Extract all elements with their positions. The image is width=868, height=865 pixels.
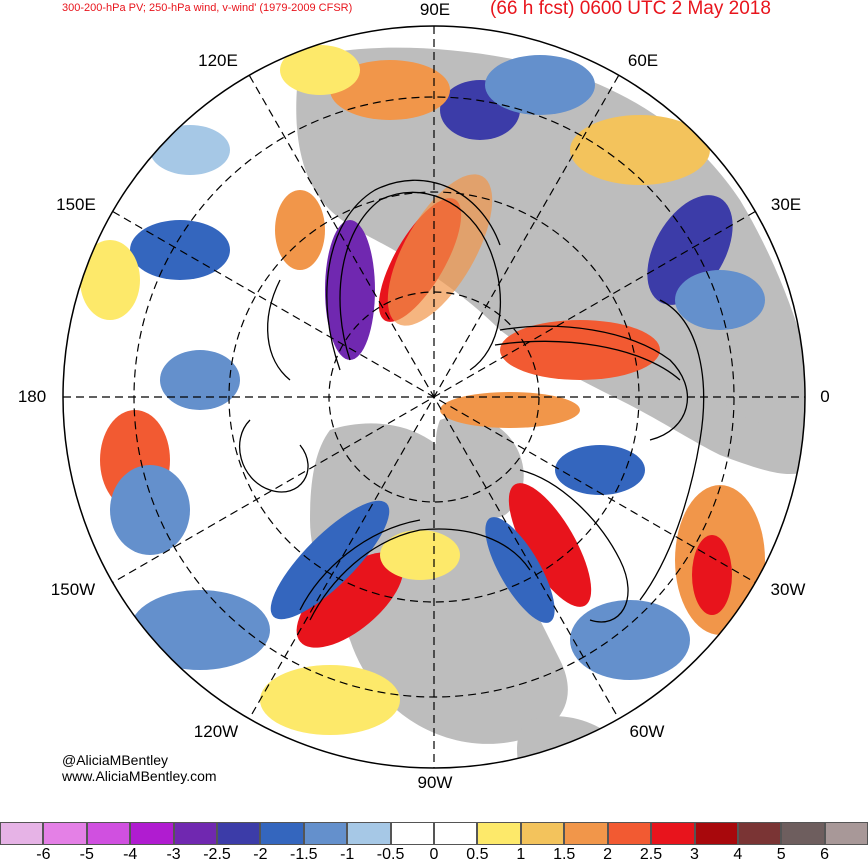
lon-label-120e: 120E (198, 51, 238, 70)
colorbar (0, 822, 868, 845)
colorbar-tick-label: -0.5 (376, 846, 405, 863)
colorbar-tick-label: -6 (36, 846, 51, 863)
colorbar-swatch (607, 822, 652, 845)
lon-label-30e: 30E (770, 195, 802, 214)
map-field (63, 26, 805, 768)
colorbar-swatch (694, 822, 738, 845)
lon-label-90e: 90E (419, 0, 451, 19)
colorbar-tick-label: -4 (123, 846, 138, 863)
colorbar-swatch (824, 822, 868, 845)
colorbar-tick-label: 0.5 (466, 846, 489, 863)
colorbar-tick-label: 4 (733, 846, 743, 863)
map-boundary (62, 25, 806, 769)
colorbar-ticks: -6 -5 -4 -3 -2.5 -2 -1.5 -1 -0.5 0 0.5 1 1.5 2 2.5 3 4 5 6 (0, 846, 868, 865)
colorbar-swatch (434, 822, 478, 845)
colorbar-swatch (347, 822, 391, 845)
wind-contours (238, 179, 705, 623)
lon-label-30w: 30W (770, 580, 806, 599)
colorbar-swatch (520, 822, 565, 845)
colorbar-tick-label: -5 (79, 846, 94, 863)
graticule (63, 26, 805, 768)
colorbar-swatch (781, 822, 825, 845)
colorbar-tick-label: -1.5 (290, 846, 318, 863)
colorbar-swatch (43, 822, 87, 845)
colorbar-tick-label: -3 (166, 846, 181, 863)
colorbar-swatch (737, 822, 782, 845)
lon-label-60w: 60W (629, 722, 665, 741)
colorbar-tick-label: 2 (603, 846, 613, 863)
colorbar-swatch (173, 822, 218, 845)
colorbar-tick-label: -1 (340, 846, 355, 863)
lon-label-180: 180 (17, 387, 47, 406)
title-right: (66 h fcst) 0600 UTC 2 May 2018 (490, 0, 771, 19)
colorbar-tick-label: -2 (253, 846, 268, 863)
title-left: 300-200-hPa PV; 250-hPa wind, v-wind' (1… (62, 2, 353, 14)
colorbar-swatch (86, 822, 131, 845)
colorbar-tick-label: 1.5 (553, 846, 576, 863)
colorbar-swatch (651, 822, 695, 845)
lon-label-150e: 150E (56, 195, 96, 214)
lon-label-60e: 60E (627, 51, 659, 70)
anomaly-shading (80, 45, 765, 735)
credit-website: www.AliciaMBentley.com (62, 768, 217, 784)
colorbar-swatch (564, 822, 608, 845)
colorbar-tick-label: 2.5 (639, 846, 663, 863)
colorbar-tick-label: 0 (429, 846, 439, 863)
colorbar-swatch (477, 822, 521, 845)
colorbar-swatch (217, 822, 261, 845)
colorbar-tick-label: 5 (776, 846, 786, 863)
lon-label-90w: 90W (417, 773, 453, 792)
colorbar-swatch (260, 822, 304, 845)
colorbar-tick-label: 1 (516, 846, 526, 863)
lon-label-120w: 120W (193, 722, 239, 741)
credit-handle: @AliciaMBentley (62, 752, 169, 768)
lon-label-0: 0 (820, 387, 830, 406)
colorbar-swatch (303, 822, 348, 845)
colorbar-tick-label: 6 (820, 846, 830, 863)
lon-label-150w: 150W (50, 580, 96, 599)
colorbar-swatch (390, 822, 435, 845)
colorbar-swatch (130, 822, 174, 845)
colorbar-tick-label: 3 (689, 846, 699, 863)
colorbar-tick-label: -2.5 (203, 846, 231, 863)
colorbar-swatch (0, 822, 44, 845)
